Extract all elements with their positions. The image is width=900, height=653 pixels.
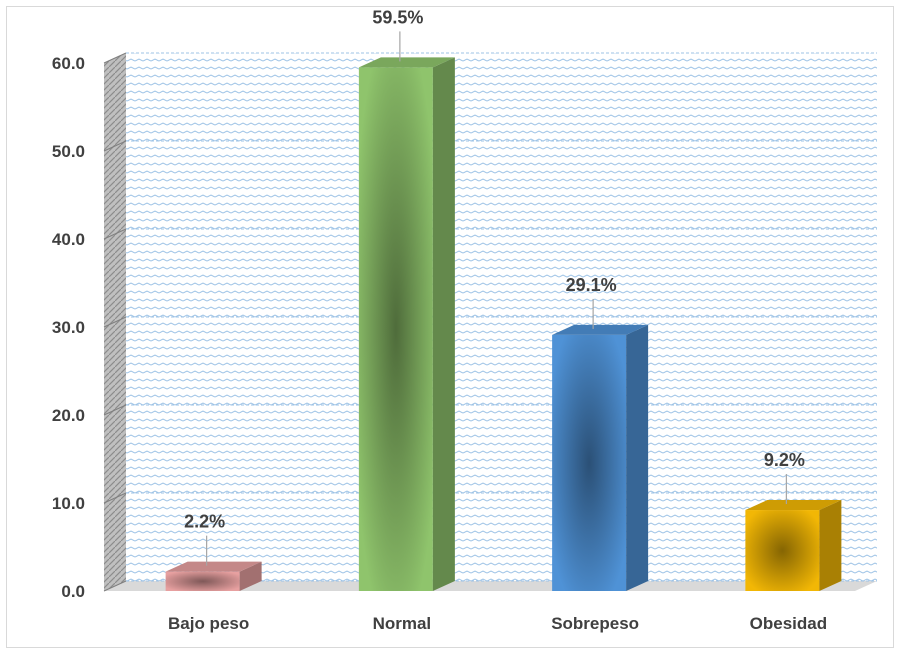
x-tick-label: Obesidad (750, 614, 827, 633)
bar-top (552, 324, 649, 335)
data-labels: 2.2% 59.5% 29.1% 9.2% (184, 7, 805, 566)
gridline-side (103, 316, 127, 328)
y-tick-label: 40.0 (52, 230, 85, 249)
data-label: 9.2% (764, 450, 805, 470)
floor (104, 581, 877, 591)
gridline-side (103, 140, 127, 152)
data-label: 29.1% (566, 275, 617, 295)
gridline-side (103, 52, 127, 64)
bar-side (626, 324, 649, 591)
y-tick-label: 10.0 (52, 494, 85, 513)
bar-top (358, 57, 455, 68)
bar (552, 324, 649, 591)
bar-top (745, 500, 842, 511)
gridline-side (103, 404, 127, 416)
bar-front (552, 334, 627, 591)
bar-side (819, 500, 842, 591)
bar-front (745, 510, 820, 591)
gridline-side (103, 228, 127, 240)
chart-container: 0.0 10.0 20.0 30.0 40.0 50.0 60.0 Bajo peso Nor… (6, 6, 894, 648)
y-tick-label: 50.0 (52, 142, 85, 161)
y-axis: 0.0 10.0 20.0 30.0 40.0 50.0 60.0 (52, 54, 85, 601)
y-tick-label: 60.0 (52, 54, 85, 73)
bar-side (239, 561, 262, 591)
bars (165, 57, 842, 591)
x-axis: Bajo peso Normal Sobrepeso Obesidad (168, 614, 827, 633)
bar-side (432, 57, 455, 591)
bar-front (165, 571, 240, 591)
data-label: 2.2% (184, 512, 225, 532)
x-tick-label: Sobrepeso (551, 614, 639, 633)
x-tick-label: Normal (373, 614, 432, 633)
gridline-side (103, 492, 127, 504)
y-tick-label: 0.0 (61, 582, 85, 601)
gridline-side (103, 580, 127, 592)
bar (165, 561, 262, 591)
gridlines (103, 52, 877, 592)
y-tick-label: 30.0 (52, 318, 85, 337)
bar (745, 500, 842, 591)
bar-front (358, 67, 433, 591)
bar (358, 57, 455, 591)
bar-chart: 0.0 10.0 20.0 30.0 40.0 50.0 60.0 Bajo peso Nor… (52, 7, 877, 633)
x-tick-label: Bajo peso (168, 614, 249, 633)
y-tick-label: 20.0 (52, 406, 85, 425)
data-label: 59.5% (372, 7, 423, 27)
bar-top (165, 561, 262, 572)
